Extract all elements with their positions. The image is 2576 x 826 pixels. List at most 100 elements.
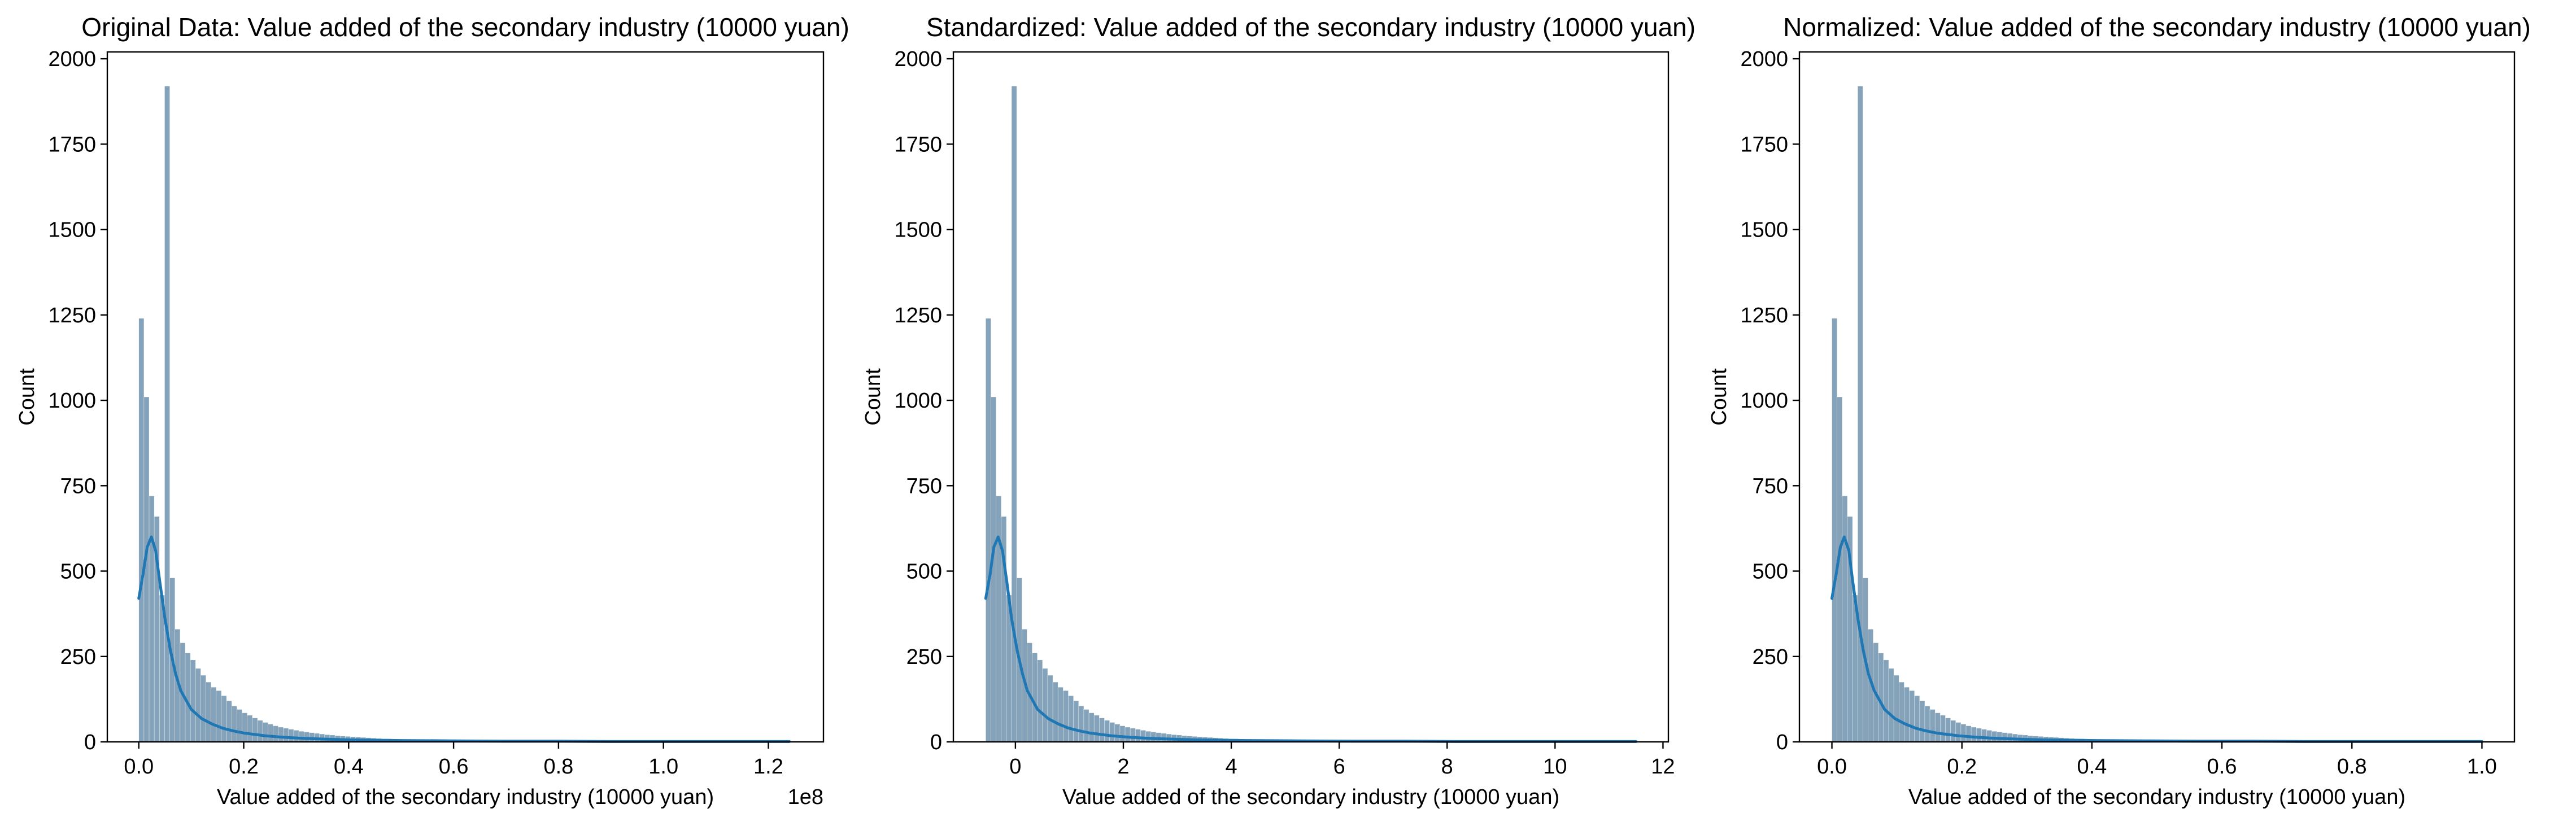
y-tick-label: 1000 xyxy=(48,389,96,413)
histogram-bar xyxy=(1088,713,1095,742)
histogram-bar xyxy=(1883,659,1889,742)
x-axis-offset-text: 1e8 xyxy=(788,785,823,809)
histogram-bar xyxy=(1068,696,1074,742)
histogram-bar xyxy=(1950,720,1956,742)
x-tick-label: 12 xyxy=(1651,755,1675,779)
histogram-bar xyxy=(278,727,284,742)
x-axis-label: Value added of the secondary industry (1… xyxy=(1062,785,1559,809)
histogram-bar xyxy=(1145,731,1152,742)
histogram-bar xyxy=(252,718,258,742)
histogram-bar xyxy=(303,732,310,742)
histogram-bar xyxy=(237,709,242,742)
histogram-bar xyxy=(195,668,201,742)
histogram-bar xyxy=(1093,715,1100,742)
histogram-bar xyxy=(1976,728,1982,742)
histogram-bar xyxy=(1099,718,1105,742)
histogram-bar xyxy=(1114,724,1121,742)
y-tick-label: 0 xyxy=(1776,731,1788,754)
histogram-bar xyxy=(1037,659,1043,742)
histogram-bar xyxy=(1919,701,1925,742)
y-tick-label: 250 xyxy=(1753,645,1788,669)
x-tick-label: 0.0 xyxy=(124,755,154,779)
histogram-bar xyxy=(242,713,248,742)
y-tick-label: 500 xyxy=(906,560,942,584)
histogram-bar xyxy=(283,728,289,742)
histogram-bar xyxy=(200,675,206,742)
chart-title: Standardized: Value added of the seconda… xyxy=(926,12,1695,42)
histogram-bar xyxy=(262,722,268,742)
x-tick-label: 0.2 xyxy=(229,755,259,779)
histogram-bar xyxy=(1965,726,1972,742)
histogram-bar xyxy=(257,720,263,742)
y-tick-label: 0 xyxy=(84,731,96,754)
y-tick-label: 500 xyxy=(1753,560,1788,584)
histogram-bar xyxy=(1140,730,1146,742)
histogram-bar xyxy=(1955,722,1962,742)
x-tick-label: 0.8 xyxy=(2337,755,2367,779)
x-axis-label: Value added of the secondary industry (1… xyxy=(217,785,714,809)
histogram-bar xyxy=(1135,729,1141,742)
histogram-bar xyxy=(996,496,1002,742)
x-tick-label: 10 xyxy=(1543,755,1567,779)
histogram-bar xyxy=(149,496,155,742)
histogram-bar xyxy=(1109,722,1115,742)
y-axis-label: Count xyxy=(15,368,39,426)
histogram-bar xyxy=(247,715,253,742)
y-tick-label: 1000 xyxy=(894,389,942,413)
y-tick-label: 2000 xyxy=(48,47,96,71)
y-tick-label: 1250 xyxy=(48,304,96,327)
y-tick-label: 1750 xyxy=(48,133,96,156)
histogram-bar xyxy=(1104,720,1110,742)
chart-panel-original: Original Data: Value added of the second… xyxy=(15,12,849,809)
x-tick-label: 1.2 xyxy=(753,755,783,779)
y-tick-label: 750 xyxy=(906,474,942,498)
histogram-bar xyxy=(1981,729,1987,742)
histogram-bar xyxy=(1929,709,1936,742)
y-tick-label: 250 xyxy=(906,645,942,669)
histogram-bar xyxy=(1032,653,1038,742)
histogram-bar xyxy=(190,659,196,742)
histogram-bar xyxy=(226,701,232,742)
axes-frame xyxy=(952,51,1670,743)
x-tick-label: 0.6 xyxy=(2207,755,2237,779)
histogram-bar xyxy=(1832,318,1837,742)
histogram-bar xyxy=(288,729,294,742)
x-tick-label: 2 xyxy=(1117,755,1129,779)
histogram-bar xyxy=(1057,687,1063,742)
y-tick-label: 1250 xyxy=(1740,304,1788,327)
histogram-bar xyxy=(1945,718,1951,742)
histogram-bars xyxy=(1832,86,2482,742)
x-tick-label: 4 xyxy=(1225,755,1237,779)
histogram-bar xyxy=(1124,727,1131,742)
histogram-bar xyxy=(1971,727,1977,742)
x-tick-label: 0 xyxy=(1009,755,1021,779)
histogram-bar xyxy=(1150,732,1157,742)
histogram-bar xyxy=(1997,732,2003,742)
y-tick-label: 2000 xyxy=(894,47,942,71)
histogram-bar xyxy=(1934,713,1941,742)
histogram-bar xyxy=(1083,709,1089,742)
histogram-bar xyxy=(1914,696,1920,742)
y-tick-label: 2000 xyxy=(1740,47,1788,71)
y-tick-label: 1500 xyxy=(48,218,96,242)
y-tick-label: 750 xyxy=(60,474,96,498)
x-tick-label: 0.6 xyxy=(439,755,469,779)
y-axis-label: Count xyxy=(1707,368,1731,426)
histogram-bar xyxy=(206,681,212,742)
histogram-bar xyxy=(1047,675,1053,742)
y-tick-label: 750 xyxy=(1753,474,1788,498)
chart-panel-normalized: Normalized: Value added of the secondary… xyxy=(1707,12,2531,809)
chart-title: Normalized: Value added of the secondary… xyxy=(1783,12,2531,42)
histogram-bar xyxy=(231,706,237,742)
histogram-bar xyxy=(1078,706,1084,742)
chart-title: Original Data: Value added of the second… xyxy=(81,12,849,42)
histogram-bar xyxy=(1940,715,1946,742)
y-tick-label: 1500 xyxy=(894,218,942,242)
axes-frame xyxy=(106,51,825,743)
histogram-bar xyxy=(1130,728,1136,742)
histogram-bar xyxy=(1119,726,1126,742)
histogram-bar xyxy=(216,690,222,742)
x-tick-label: 0.0 xyxy=(1817,755,1847,779)
histogram-bar xyxy=(986,318,991,742)
